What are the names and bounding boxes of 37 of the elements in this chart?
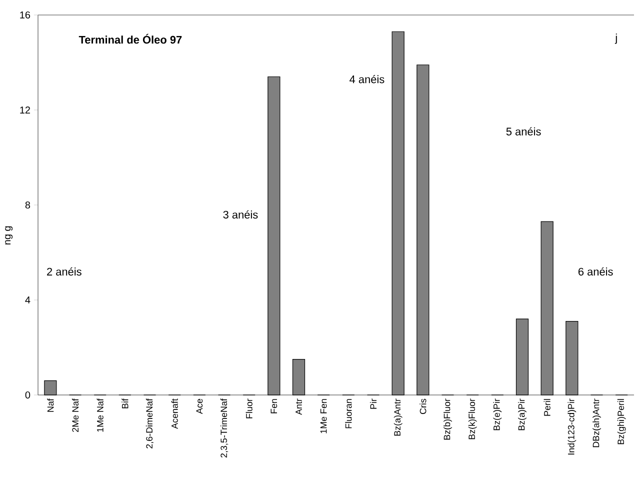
- x-tick-label: DBz(ah)Antr: [592, 398, 601, 448]
- x-tick-label: Bz(b)Fluor: [444, 398, 452, 440]
- x-tick-label: 1Me Fen: [320, 399, 327, 434]
- x-tick-label: Ind(123-cd)Pir: [568, 398, 576, 454]
- annotation: 3 anéis: [223, 210, 258, 219]
- y-tick-label: 16: [20, 11, 30, 19]
- x-tick-label: Peril: [544, 399, 550, 416]
- x-tick-label: Acenaft: [171, 398, 178, 429]
- x-tick-label: Fluoran: [345, 399, 352, 428]
- x-tick-label: Fluor: [246, 398, 252, 418]
- text: Terminal de Óleo 97: [78, 34, 182, 44]
- x-tick-label: 2,3,5-TrimeNaf: [220, 398, 228, 458]
- x-tick-label: Bz(k)Fluor: [468, 398, 477, 440]
- x-tick-label: Fen: [270, 399, 278, 414]
- x-tick-label: Cris: [420, 398, 426, 414]
- x-tick-label: Bz(e)Pir: [493, 398, 502, 430]
- annotation: j: [614, 34, 617, 44]
- y-tick-label: 0: [25, 391, 30, 399]
- x-tick-label: 1Me Naf: [96, 398, 104, 432]
- y-tick-label: 8: [25, 201, 30, 209]
- annotation: 5 anéis: [506, 127, 541, 136]
- annotation: 2 anéis: [47, 267, 82, 276]
- x-tick-label: Bif: [122, 398, 128, 408]
- x-tick-label: Pir: [370, 398, 377, 409]
- annotation: 6 anéis: [578, 267, 613, 276]
- x-tick-label: 2,6-DimeNaf: [146, 398, 154, 448]
- x-tick-label: Antr: [296, 398, 302, 415]
- x-tick-label: Bz(a)Antr: [394, 398, 402, 436]
- x-tick-label: Naf: [47, 398, 54, 412]
- x-tick-label: Ace: [196, 398, 203, 414]
- y-tick-label: 12: [20, 106, 30, 114]
- y-tick-label: 4: [25, 296, 30, 304]
- y-axis-title: ng g: [5, 226, 13, 244]
- x-tick-label: Bz(a)Pir: [518, 398, 526, 430]
- x-tick-label: 2Me Naf: [72, 398, 79, 432]
- x-tick-label: Bz(ghi)Peril: [617, 399, 626, 444]
- annotation: 4 anéis: [350, 75, 384, 84]
